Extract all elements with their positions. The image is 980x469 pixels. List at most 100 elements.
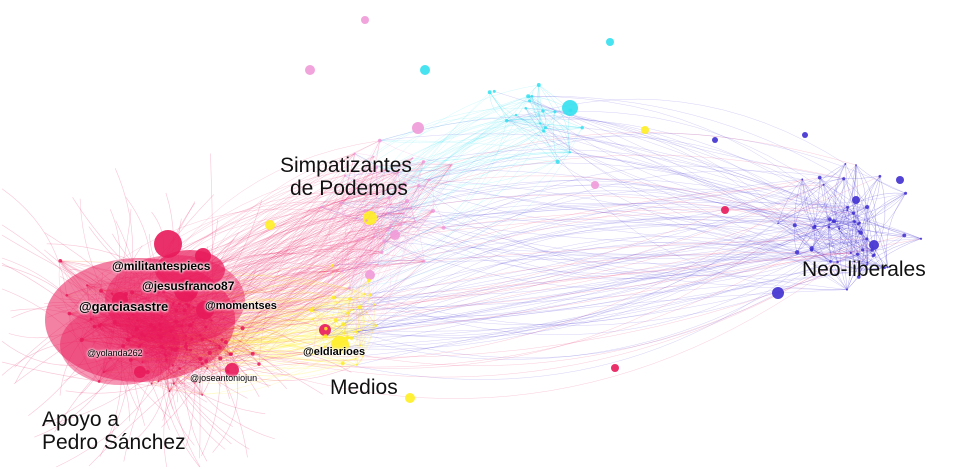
graph-edge	[528, 96, 556, 113]
graph-edge	[312, 318, 352, 339]
graph-edge	[349, 200, 408, 289]
graph-edge	[347, 298, 357, 333]
graph-node	[134, 328, 139, 332]
graph-node	[530, 94, 534, 98]
graph-edge	[125, 208, 854, 295]
graph-node	[218, 344, 221, 347]
graph-edge	[814, 225, 838, 263]
graph-edge	[186, 226, 829, 350]
graph-edge	[324, 170, 844, 348]
graph-edge	[205, 164, 452, 319]
graph-node	[99, 289, 103, 293]
graph-edge	[311, 309, 377, 326]
graph-edge	[1, 188, 68, 296]
graph-node	[149, 323, 153, 327]
graph-edge	[866, 238, 885, 269]
graph-node	[450, 163, 453, 166]
graph-node	[404, 199, 410, 204]
graph-edge	[811, 250, 831, 262]
graph-edge	[794, 225, 852, 254]
cluster-label-pedro: Apoyo a Pedro Sánchez	[42, 408, 186, 454]
graph-edge	[429, 155, 831, 262]
graph-node	[347, 286, 351, 290]
graph-edge	[866, 206, 870, 239]
graph-edge	[312, 306, 377, 326]
graph-node	[399, 223, 403, 227]
graph-edge	[313, 320, 336, 354]
graph-edge	[369, 183, 795, 266]
graph-node	[829, 260, 832, 263]
graph-node	[108, 355, 112, 360]
graph-edge	[388, 197, 394, 227]
graph-edge	[212, 184, 824, 313]
graph-edge	[333, 158, 413, 298]
graph-edge	[538, 84, 571, 153]
graph-edge	[209, 293, 365, 354]
graph-edge	[313, 352, 356, 361]
graph-node	[152, 262, 156, 267]
graph-edge	[344, 330, 362, 334]
graph-edge	[194, 325, 377, 384]
graph-edge	[231, 183, 405, 354]
graph-edge	[843, 176, 880, 180]
graph-node	[121, 344, 126, 349]
graph-edge	[158, 363, 260, 384]
graph-edge	[443, 208, 848, 290]
graph-node	[65, 293, 69, 297]
graph-edge	[846, 238, 922, 290]
graph-node	[182, 339, 185, 342]
graph-edge	[403, 96, 533, 214]
graph-edge	[312, 307, 345, 334]
graph-edge	[860, 193, 906, 233]
graph-node	[331, 295, 336, 300]
graph-edge	[330, 197, 390, 220]
graph-edge	[355, 158, 413, 219]
graph-edge	[203, 210, 434, 314]
graph-edge	[344, 175, 812, 279]
graph-edge	[777, 205, 848, 224]
graph-edge	[388, 100, 530, 198]
graph-node	[514, 113, 518, 117]
graph-node	[172, 302, 175, 305]
graph-node	[311, 351, 316, 356]
graph-node	[568, 108, 573, 113]
graph-edge	[833, 221, 852, 254]
graph-edge	[335, 200, 408, 321]
graph-edge	[369, 220, 416, 266]
graph-edge	[335, 212, 854, 321]
graph-edge	[355, 304, 375, 332]
graph-edge	[340, 202, 371, 296]
graph-node	[343, 332, 346, 335]
graph-node	[372, 303, 376, 306]
graph-edge	[379, 133, 855, 222]
hub-node	[361, 16, 369, 24]
graph-node	[137, 337, 140, 340]
graph-edge	[828, 226, 873, 251]
graph-node	[159, 301, 163, 305]
graph-node	[377, 138, 382, 143]
graph-edge	[418, 185, 838, 263]
graph-node	[161, 346, 165, 350]
graph-edge	[325, 250, 873, 337]
graph-edge	[361, 184, 824, 331]
graph-edge	[385, 152, 570, 170]
graph-edge	[365, 197, 390, 211]
graph-edge	[355, 218, 358, 332]
graph-edge	[525, 107, 556, 113]
graph-edge	[542, 110, 571, 153]
graph-edge	[342, 212, 388, 272]
graph-edge	[545, 127, 583, 130]
graph-edge	[222, 336, 326, 348]
hub-node	[802, 132, 808, 138]
graph-edge	[538, 84, 571, 153]
graph-edge	[340, 172, 399, 204]
graph-node	[204, 325, 208, 329]
graph-edge	[811, 223, 859, 249]
hub-node	[405, 393, 415, 403]
hub-node	[225, 363, 239, 377]
graph-edge	[833, 221, 860, 232]
graph-node	[151, 337, 153, 340]
graph-edge	[400, 222, 444, 228]
graph-edge	[344, 157, 413, 176]
